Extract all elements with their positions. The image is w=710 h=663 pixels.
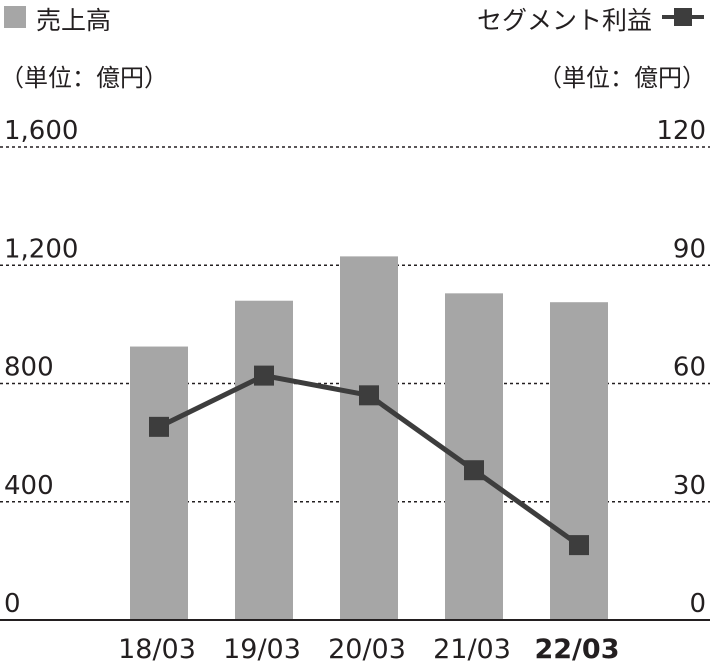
line-marker-21-03 [464, 460, 484, 481]
line-marker-22-03 [569, 535, 589, 556]
right-axis-ticks: 0 30 60 90 120 [656, 116, 706, 619]
left-axis-tick-label: 0 [4, 589, 21, 619]
bar-22-03 [550, 302, 608, 620]
bar-20-03 [340, 256, 398, 620]
left-axis-tick-label: 1,600 [4, 116, 78, 146]
bar-series [130, 256, 608, 620]
x-axis-label: 22/03 [534, 634, 619, 663]
legend-line-label: セグメント利益 [477, 6, 652, 35]
left-axis-tick-label: 800 [4, 353, 54, 383]
x-axis-label: 20/03 [328, 634, 406, 663]
legend-bar-swatch [4, 6, 26, 28]
line-series [149, 365, 589, 556]
x-axis-labels: 18/03 19/03 20/03 21/03 22/03 [118, 634, 619, 663]
x-axis-label: 18/03 [118, 634, 196, 663]
left-axis-tick-label: 1,200 [4, 234, 78, 264]
x-axis-label: 19/03 [223, 634, 301, 663]
legend-line: セグメント利益 [477, 6, 704, 35]
left-axis-ticks: 0 400 800 1,200 1,600 [4, 116, 78, 619]
left-axis-unit: （単位：億円） [0, 64, 168, 92]
bar-19-03 [235, 300, 293, 620]
right-axis-tick-label: 120 [656, 116, 706, 146]
right-axis-tick-label: 30 [673, 471, 706, 501]
right-axis-unit: （単位：億円） [538, 64, 706, 92]
line-marker-20-03 [359, 385, 379, 406]
right-axis-tick-label: 90 [673, 234, 706, 264]
right-axis-tick-label: 0 [689, 589, 706, 619]
line-marker-18-03 [149, 416, 169, 437]
x-axis-label: 21/03 [433, 634, 511, 663]
legend-bar: 売上高 [4, 6, 111, 35]
legend-bar-label: 売上高 [36, 6, 111, 35]
legend-line-marker [674, 8, 692, 26]
bar-18-03 [130, 346, 188, 620]
left-axis-tick-label: 400 [4, 471, 54, 501]
right-axis-tick-label: 60 [673, 353, 706, 383]
line-marker-19-03 [254, 365, 274, 386]
